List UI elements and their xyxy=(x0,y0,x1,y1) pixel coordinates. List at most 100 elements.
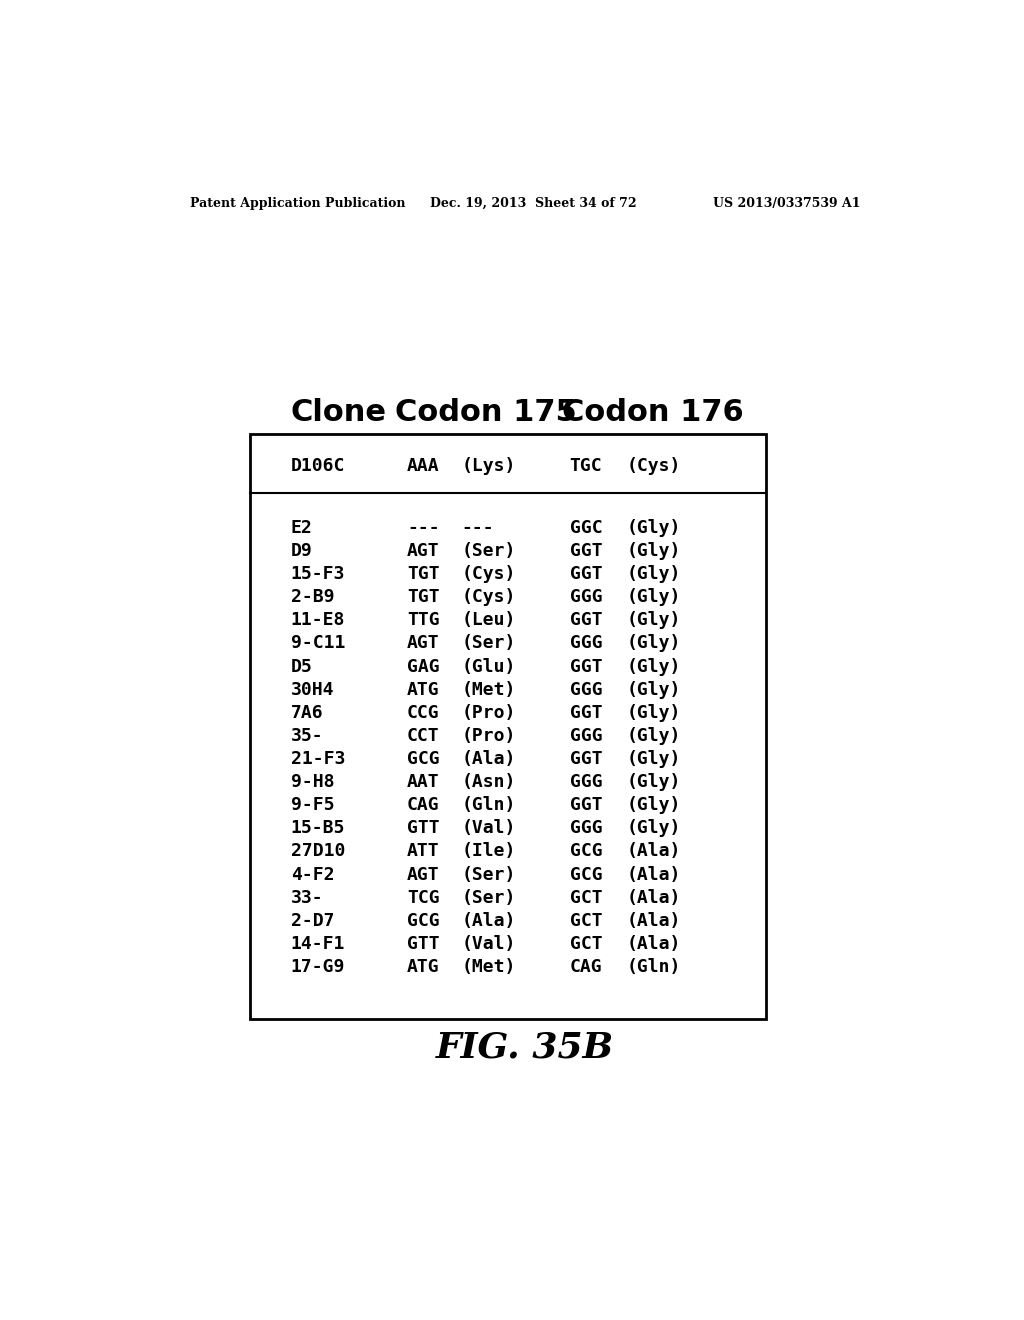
Text: 35-: 35- xyxy=(291,727,324,744)
Text: GGG: GGG xyxy=(569,774,602,791)
Text: Codon 175: Codon 175 xyxy=(395,399,578,426)
Text: (Ser): (Ser) xyxy=(461,543,516,560)
Text: GCG: GCG xyxy=(569,866,602,883)
Text: ATG: ATG xyxy=(407,681,439,698)
Text: 2-B9: 2-B9 xyxy=(291,589,334,606)
Text: CAG: CAG xyxy=(407,796,439,814)
Text: GGT: GGT xyxy=(569,611,602,630)
Text: (Glu): (Glu) xyxy=(461,657,516,676)
Text: Clone: Clone xyxy=(291,399,387,426)
Text: Dec. 19, 2013  Sheet 34 of 72: Dec. 19, 2013 Sheet 34 of 72 xyxy=(430,197,637,210)
Text: (Ser): (Ser) xyxy=(461,888,516,907)
Text: (Ala): (Ala) xyxy=(627,935,681,953)
Text: (Gln): (Gln) xyxy=(627,958,681,975)
Text: AAA: AAA xyxy=(407,458,439,475)
Text: 33-: 33- xyxy=(291,888,324,907)
Text: D9: D9 xyxy=(291,543,312,560)
Text: (Gln): (Gln) xyxy=(461,796,516,814)
Text: GGT: GGT xyxy=(569,750,602,768)
Text: (Pro): (Pro) xyxy=(461,727,516,744)
Text: (Ala): (Ala) xyxy=(627,888,681,907)
Text: E2: E2 xyxy=(291,519,312,537)
Text: (Lys): (Lys) xyxy=(461,458,516,475)
Text: CAG: CAG xyxy=(569,958,602,975)
Text: (Gly): (Gly) xyxy=(627,704,681,722)
Text: GGT: GGT xyxy=(569,543,602,560)
Text: (Cys): (Cys) xyxy=(461,565,516,583)
Text: GGC: GGC xyxy=(569,519,602,537)
Text: GGG: GGG xyxy=(569,589,602,606)
Text: 14-F1: 14-F1 xyxy=(291,935,345,953)
Text: (Ala): (Ala) xyxy=(461,912,516,929)
Text: 17-G9: 17-G9 xyxy=(291,958,345,975)
Text: (Gly): (Gly) xyxy=(627,589,681,606)
Text: (Gly): (Gly) xyxy=(627,543,681,560)
Text: GCT: GCT xyxy=(569,912,602,929)
Text: AGT: AGT xyxy=(407,866,439,883)
Text: GTT: GTT xyxy=(407,935,439,953)
FancyBboxPatch shape xyxy=(251,434,766,1019)
Text: ATG: ATG xyxy=(407,958,439,975)
Text: Patent Application Publication: Patent Application Publication xyxy=(190,197,406,210)
Text: GCT: GCT xyxy=(569,888,602,907)
Text: GCG: GCG xyxy=(407,750,439,768)
Text: GCG: GCG xyxy=(407,912,439,929)
Text: ---: --- xyxy=(407,519,439,537)
Text: (Gly): (Gly) xyxy=(627,796,681,814)
Text: US 2013/0337539 A1: US 2013/0337539 A1 xyxy=(713,197,860,210)
Text: (Met): (Met) xyxy=(461,681,516,698)
Text: (Gly): (Gly) xyxy=(627,727,681,744)
Text: ---: --- xyxy=(461,519,494,537)
Text: (Gly): (Gly) xyxy=(627,635,681,652)
Text: (Ala): (Ala) xyxy=(627,912,681,929)
Text: 27D10: 27D10 xyxy=(291,842,345,861)
Text: GGG: GGG xyxy=(569,681,602,698)
Text: 9-H8: 9-H8 xyxy=(291,774,334,791)
Text: Codon 176: Codon 176 xyxy=(562,399,743,426)
Text: D106C: D106C xyxy=(291,458,345,475)
Text: GCG: GCG xyxy=(569,842,602,861)
Text: TCG: TCG xyxy=(407,888,439,907)
Text: 4-F2: 4-F2 xyxy=(291,866,334,883)
Text: (Gly): (Gly) xyxy=(627,681,681,698)
Text: (Met): (Met) xyxy=(461,958,516,975)
Text: ATT: ATT xyxy=(407,842,439,861)
Text: AAT: AAT xyxy=(407,774,439,791)
Text: (Gly): (Gly) xyxy=(627,820,681,837)
Text: TTG: TTG xyxy=(407,611,439,630)
Text: 9-C11: 9-C11 xyxy=(291,635,345,652)
Text: GGG: GGG xyxy=(569,727,602,744)
Text: 30H4: 30H4 xyxy=(291,681,334,698)
Text: (Val): (Val) xyxy=(461,820,516,837)
Text: (Gly): (Gly) xyxy=(627,519,681,537)
Text: (Cys): (Cys) xyxy=(461,589,516,606)
Text: (Ala): (Ala) xyxy=(627,866,681,883)
Text: (Cys): (Cys) xyxy=(627,458,681,475)
Text: TGT: TGT xyxy=(407,589,439,606)
Text: CCG: CCG xyxy=(407,704,439,722)
Text: GGT: GGT xyxy=(569,657,602,676)
Text: (Gly): (Gly) xyxy=(627,565,681,583)
Text: (Asn): (Asn) xyxy=(461,774,516,791)
Text: 11-E8: 11-E8 xyxy=(291,611,345,630)
Text: (Ala): (Ala) xyxy=(461,750,516,768)
Text: CCT: CCT xyxy=(407,727,439,744)
Text: AGT: AGT xyxy=(407,635,439,652)
Text: (Gly): (Gly) xyxy=(627,774,681,791)
Text: 2-D7: 2-D7 xyxy=(291,912,334,929)
Text: GTT: GTT xyxy=(407,820,439,837)
Text: 21-F3: 21-F3 xyxy=(291,750,345,768)
Text: (Ala): (Ala) xyxy=(627,842,681,861)
Text: (Gly): (Gly) xyxy=(627,657,681,676)
Text: 9-F5: 9-F5 xyxy=(291,796,334,814)
Text: (Leu): (Leu) xyxy=(461,611,516,630)
Text: GGT: GGT xyxy=(569,704,602,722)
Text: (Gly): (Gly) xyxy=(627,611,681,630)
Text: GGT: GGT xyxy=(569,796,602,814)
Text: TGT: TGT xyxy=(407,565,439,583)
Text: AGT: AGT xyxy=(407,543,439,560)
Text: 15-F3: 15-F3 xyxy=(291,565,345,583)
Text: TGC: TGC xyxy=(569,458,602,475)
Text: 15-B5: 15-B5 xyxy=(291,820,345,837)
Text: (Gly): (Gly) xyxy=(627,750,681,768)
